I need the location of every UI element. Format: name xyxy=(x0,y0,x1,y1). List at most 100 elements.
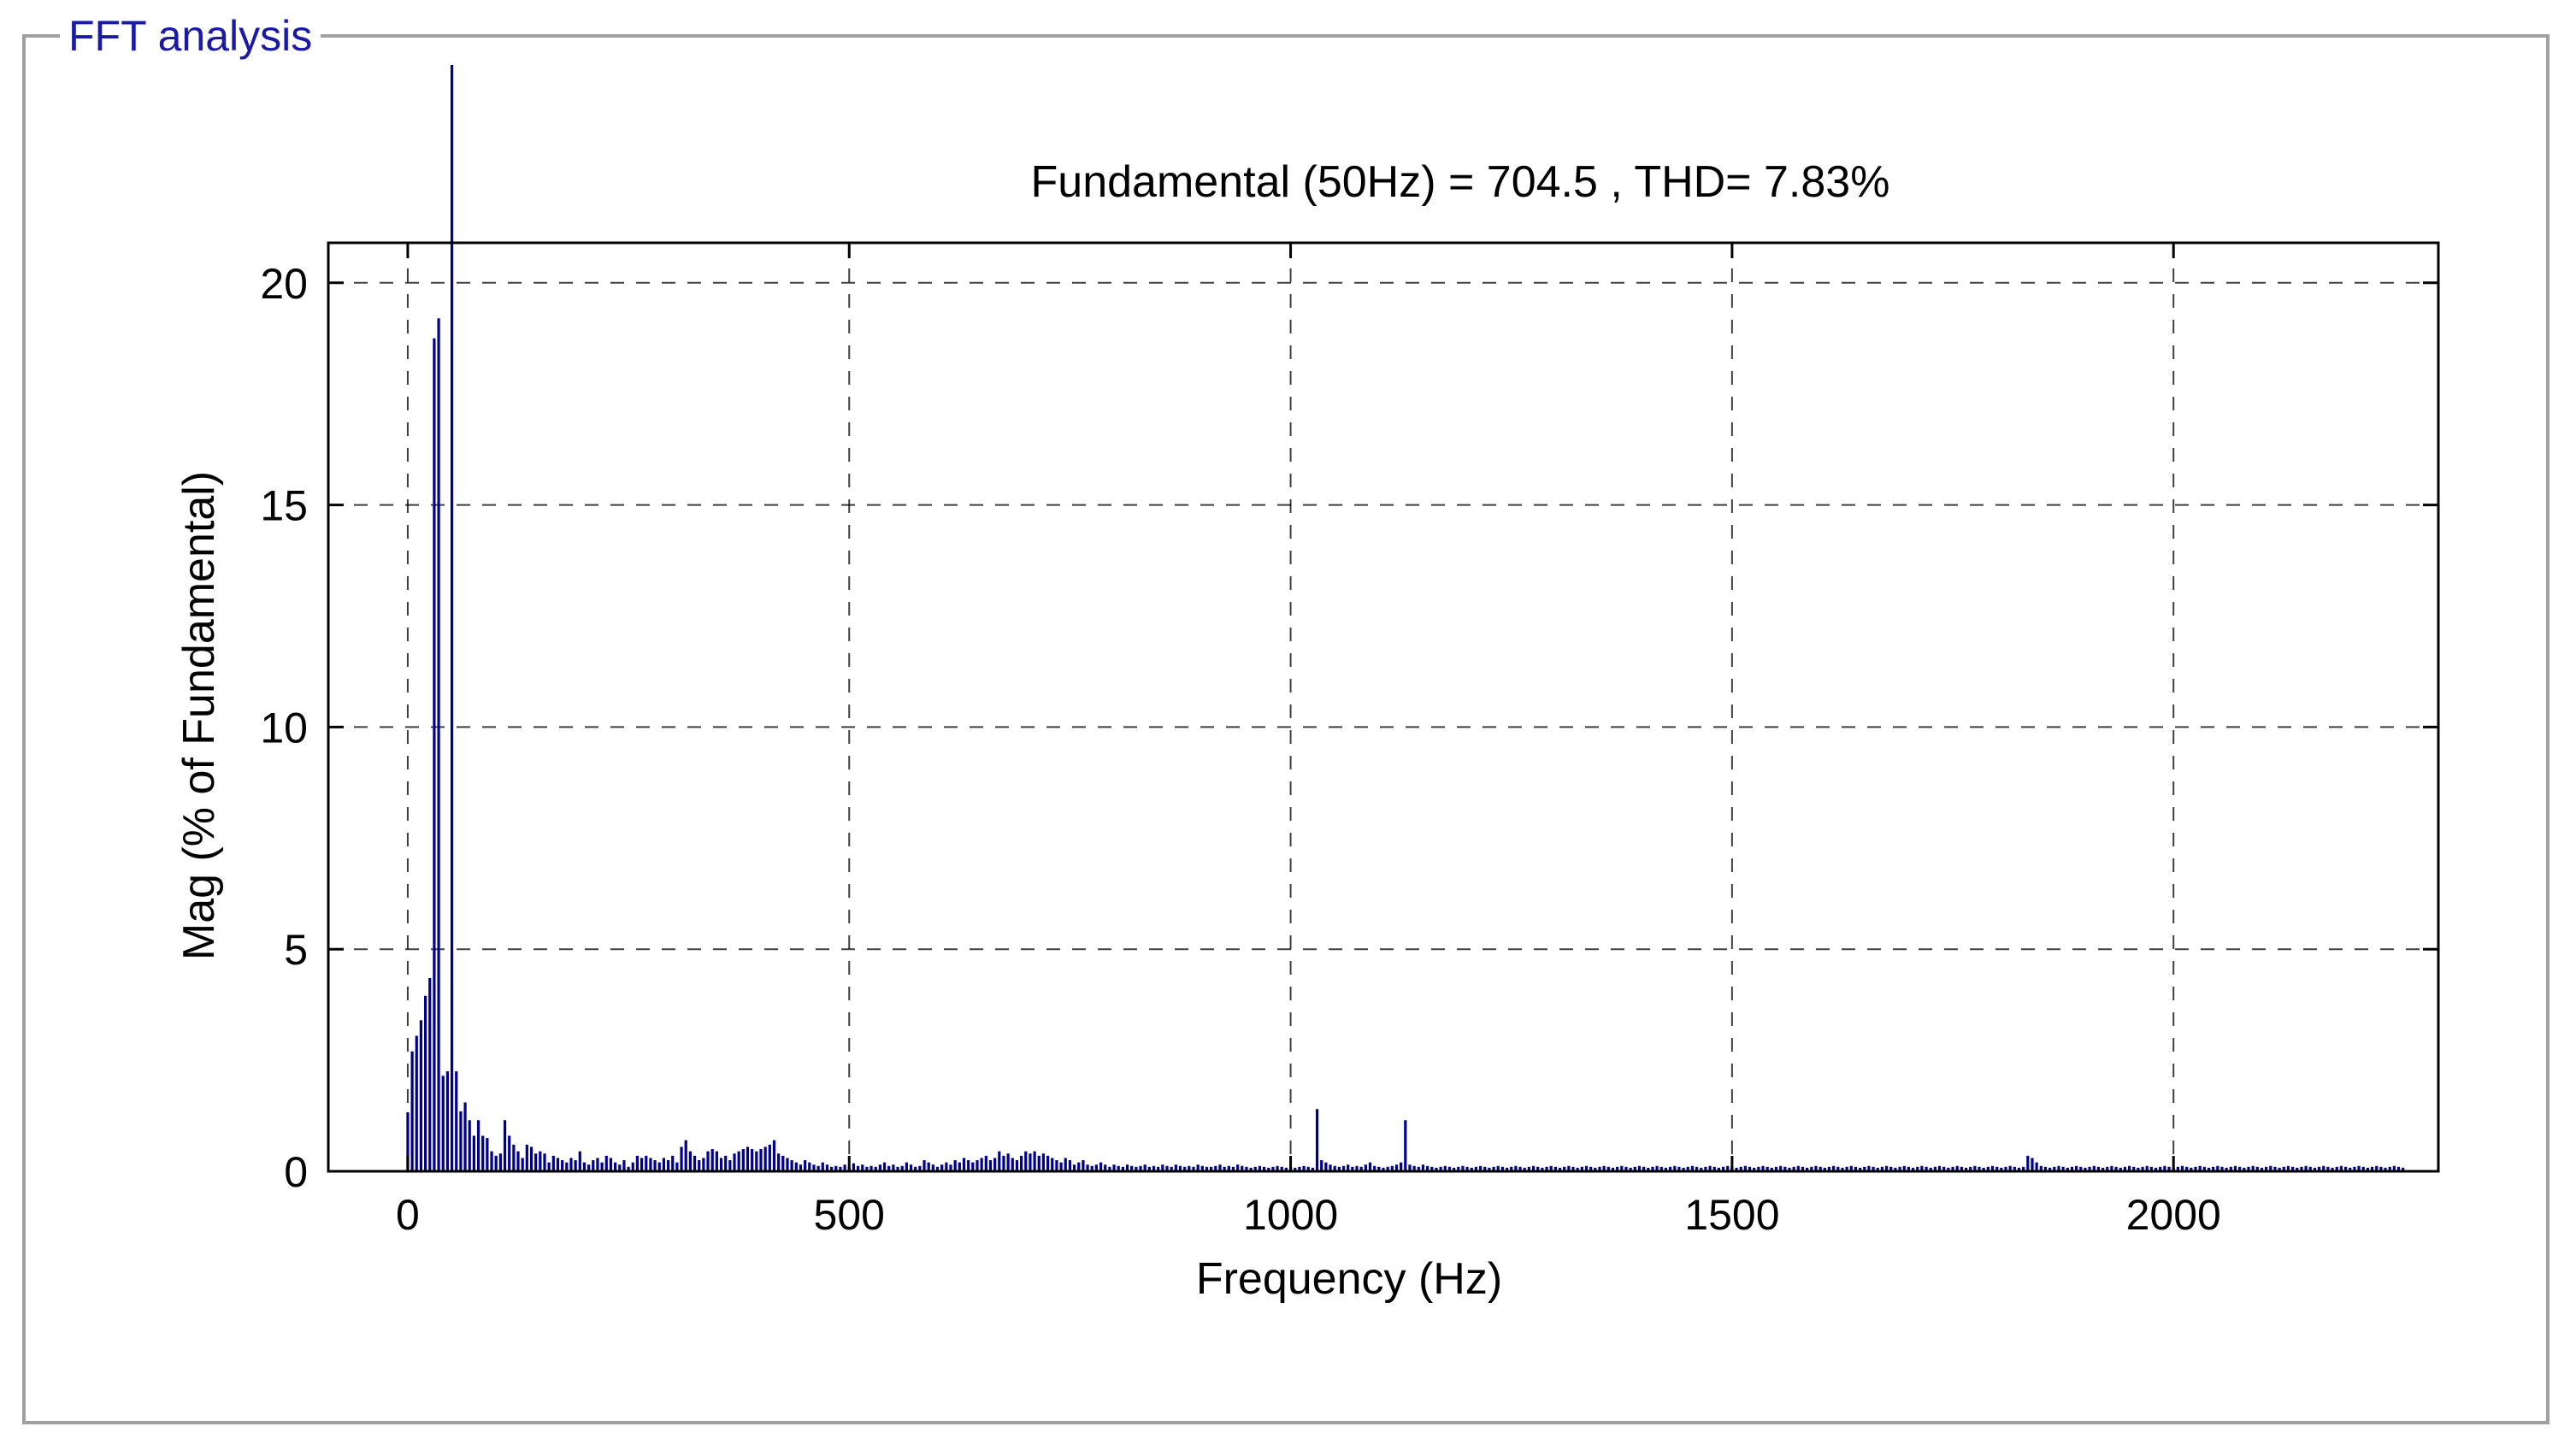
fft-bar xyxy=(525,1144,528,1171)
fft-bar xyxy=(988,1160,993,1171)
fft-bar xyxy=(1333,1165,1336,1171)
fft-bar xyxy=(1849,1165,1853,1171)
fft-bar xyxy=(543,1153,546,1171)
fft-bar xyxy=(962,1158,966,1171)
fft-bar xyxy=(671,1155,675,1171)
fft-bar xyxy=(2353,1166,2356,1171)
fft-bar xyxy=(2220,1166,2224,1171)
fft-bar xyxy=(1359,1166,1363,1171)
fft-bar xyxy=(1341,1165,1346,1171)
fft-bar xyxy=(1492,1166,1495,1171)
fft-bar xyxy=(2159,1166,2162,1171)
fft-bar xyxy=(1841,1167,1844,1171)
fft-bar xyxy=(2035,1162,2038,1171)
fft-bar xyxy=(2141,1166,2144,1171)
fft-bar xyxy=(1188,1165,1191,1171)
fft-bar xyxy=(1029,1153,1032,1171)
fft-bar xyxy=(1408,1164,1412,1171)
fft-bar xyxy=(1505,1167,1509,1171)
fft-bar xyxy=(741,1149,745,1171)
fft-bar xyxy=(1916,1166,1919,1171)
fft-bar xyxy=(733,1153,736,1171)
fft-bar xyxy=(1011,1158,1014,1171)
fft-bar xyxy=(1068,1160,1072,1171)
fft-bar xyxy=(423,995,427,1171)
fft-bar xyxy=(2106,1166,2109,1171)
fft-bar xyxy=(967,1160,970,1171)
fft-bar xyxy=(839,1166,842,1171)
fft-bar xyxy=(2361,1166,2365,1171)
fft-bar xyxy=(1412,1165,1416,1171)
fft-bar xyxy=(2066,1167,2069,1171)
fft-bar xyxy=(1147,1166,1151,1171)
fft-bar xyxy=(2202,1166,2206,1171)
fft-bar xyxy=(1453,1167,1456,1171)
fft-bar xyxy=(1439,1166,1442,1171)
fft-bar xyxy=(1859,1167,1862,1171)
fft-bar xyxy=(1836,1166,1840,1171)
fft-bar xyxy=(794,1162,798,1171)
fft-bar xyxy=(547,1162,551,1171)
fft-bar xyxy=(662,1158,666,1171)
fft-bar xyxy=(2286,1165,2290,1171)
fft-bar xyxy=(2061,1166,2065,1171)
fft-bar xyxy=(2127,1165,2131,1171)
fft-bar xyxy=(2043,1166,2048,1171)
fft-bar xyxy=(1104,1164,1107,1171)
fft-bar xyxy=(1478,1165,1483,1171)
fft-bar xyxy=(1271,1166,1275,1171)
fft-bar xyxy=(486,1138,489,1171)
fft-bar xyxy=(582,1162,587,1171)
fft-bar xyxy=(508,1135,511,1171)
fft-bar xyxy=(2349,1167,2352,1171)
fft-bar xyxy=(1447,1166,1452,1171)
fft-bar xyxy=(627,1166,630,1171)
fft-bar xyxy=(1664,1167,1668,1171)
fft-bar xyxy=(993,1158,997,1171)
y-tick-label: 10 xyxy=(260,704,308,752)
fft-bar xyxy=(1320,1160,1323,1171)
fft-bar xyxy=(2229,1166,2232,1171)
fft-bar xyxy=(1223,1166,1226,1171)
fft-bar xyxy=(914,1166,917,1171)
fft-bar xyxy=(2101,1167,2105,1171)
fft-bar xyxy=(441,1076,445,1171)
fft-bar xyxy=(1969,1166,1972,1171)
fft-bar xyxy=(433,338,436,1171)
fft-bar xyxy=(2163,1165,2166,1171)
fft-bar xyxy=(2322,1165,2325,1171)
fft-bar xyxy=(1174,1164,1177,1171)
fft-bar xyxy=(1942,1166,1946,1171)
fft-bar xyxy=(1700,1167,1703,1171)
fft-bar xyxy=(1567,1165,1571,1171)
fft-bar xyxy=(998,1151,1001,1171)
fft-bar xyxy=(1262,1166,1266,1171)
fft-bar xyxy=(861,1164,864,1171)
fft-bar xyxy=(804,1160,807,1171)
x-axis-label: Frequency (Hz) xyxy=(1196,1254,1502,1304)
fft-bar xyxy=(1549,1165,1553,1171)
fft-bar xyxy=(1743,1165,1747,1171)
fft-bar xyxy=(2243,1167,2246,1171)
fft-bar xyxy=(808,1162,811,1171)
fft-bar xyxy=(2185,1166,2189,1171)
fft-bar xyxy=(1690,1165,1695,1171)
fft-bar xyxy=(1183,1166,1187,1171)
fft-bar xyxy=(865,1166,869,1171)
fft-bar xyxy=(1329,1164,1332,1171)
fft-bar xyxy=(1669,1166,1672,1171)
fft-bar xyxy=(1086,1164,1089,1171)
fft-bar xyxy=(923,1160,926,1171)
fft-bar xyxy=(600,1162,604,1171)
fft-bar xyxy=(2343,1166,2348,1171)
fft-bar xyxy=(1708,1165,1712,1171)
fft-bar xyxy=(1774,1166,1778,1171)
fft-bar xyxy=(2300,1166,2303,1171)
fft-bar xyxy=(1094,1164,1098,1171)
fft-bar xyxy=(1117,1165,1120,1171)
fft-bar xyxy=(640,1158,644,1171)
fft-bar xyxy=(1015,1160,1019,1171)
fft-bar xyxy=(1152,1165,1156,1171)
fft-bar xyxy=(1845,1166,1848,1171)
fft-bar xyxy=(715,1151,718,1171)
